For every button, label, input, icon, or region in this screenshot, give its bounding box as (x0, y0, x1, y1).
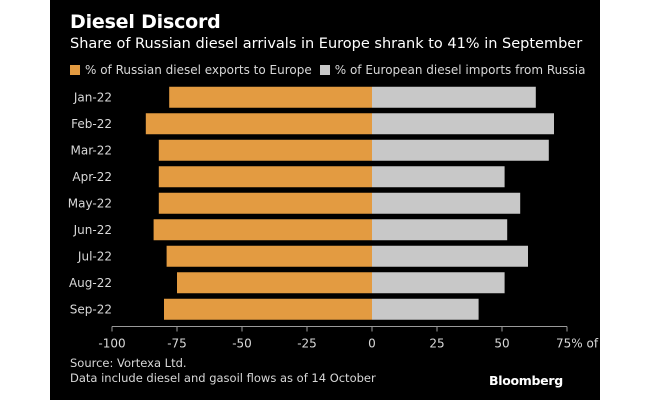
bar-imports-jul-22 (372, 245, 528, 267)
legend-item-exports: % of Russian diesel exports to Europe (70, 63, 312, 77)
bar-imports-sep-22 (372, 298, 479, 320)
bar-exports-jan-22 (169, 86, 372, 108)
bar-imports-jan-22 (372, 86, 536, 108)
x-tick-label-75: 75% of flows (556, 337, 600, 351)
legend: % of Russian diesel exports to Europe % … (70, 63, 593, 77)
chart-subtitle: Share of Russian diesel arrivals in Euro… (70, 36, 583, 52)
bar-exports-aug-22 (177, 272, 372, 294)
bar-exports-jun-22 (153, 219, 372, 241)
bar-chart: Jan-22 Feb-22 Mar-22 Apr-22 May-22 Jun-22 Jul-… (68, 86, 600, 351)
category-label-jan-22: Jan-22 (73, 90, 112, 104)
source-text: Source: Vortexa Ltd. (70, 356, 187, 370)
category-label-jul-22: Jul-22 (77, 249, 112, 263)
x-tick-label--100: -100 (98, 337, 125, 351)
category-label-mar-22: Mar-22 (71, 143, 112, 157)
source-note: Source: Vortexa Ltd. Data include diesel… (70, 356, 376, 386)
bar-imports-apr-22 (372, 166, 505, 188)
bar-imports-may-22 (372, 192, 521, 214)
category-label-feb-22: Feb-22 (71, 117, 112, 131)
x-tick-label--75: -75 (167, 337, 187, 351)
category-label-may-22: May-22 (68, 196, 112, 210)
category-label-jun-22: Jun-22 (73, 223, 112, 237)
legend-swatch-imports (319, 65, 330, 75)
category-label-apr-22: Apr-22 (72, 170, 112, 184)
legend-label-imports: % of European diesel imports from Russia (334, 63, 586, 77)
legend-label-exports: % of Russian diesel exports to Europe (85, 63, 312, 77)
category-label-aug-22: Aug-22 (69, 276, 112, 290)
chart-title: Diesel Discord (70, 11, 221, 33)
bar-imports-mar-22 (372, 139, 549, 161)
bar-exports-jul-22 (166, 245, 372, 267)
category-label-sep-22: Sep-22 (70, 302, 112, 316)
bar-imports-jun-22 (372, 219, 508, 241)
bloomberg-logo: Bloomberg (489, 373, 563, 388)
x-tick-label--25: -25 (297, 337, 317, 351)
data-note: Data include diesel and gasoil flows as … (70, 371, 376, 385)
bar-exports-feb-22 (145, 113, 372, 135)
bar-imports-aug-22 (372, 272, 505, 294)
legend-item-imports: % of European diesel imports from Russia (319, 63, 586, 77)
chart-panel: Diesel Discord Share of Russian diesel a… (50, 0, 600, 400)
x-tick-label--50: -50 (232, 337, 252, 351)
x-tick-label-50: 50 (494, 337, 509, 351)
bar-imports-feb-22 (372, 113, 554, 135)
x-tick-label-25: 25 (429, 337, 444, 351)
legend-swatch-exports (70, 65, 80, 75)
bar-exports-apr-22 (158, 166, 372, 188)
bar-exports-sep-22 (164, 298, 372, 320)
bar-exports-may-22 (158, 192, 372, 214)
x-tick-label-0: 0 (368, 337, 376, 351)
bar-exports-mar-22 (158, 139, 372, 161)
